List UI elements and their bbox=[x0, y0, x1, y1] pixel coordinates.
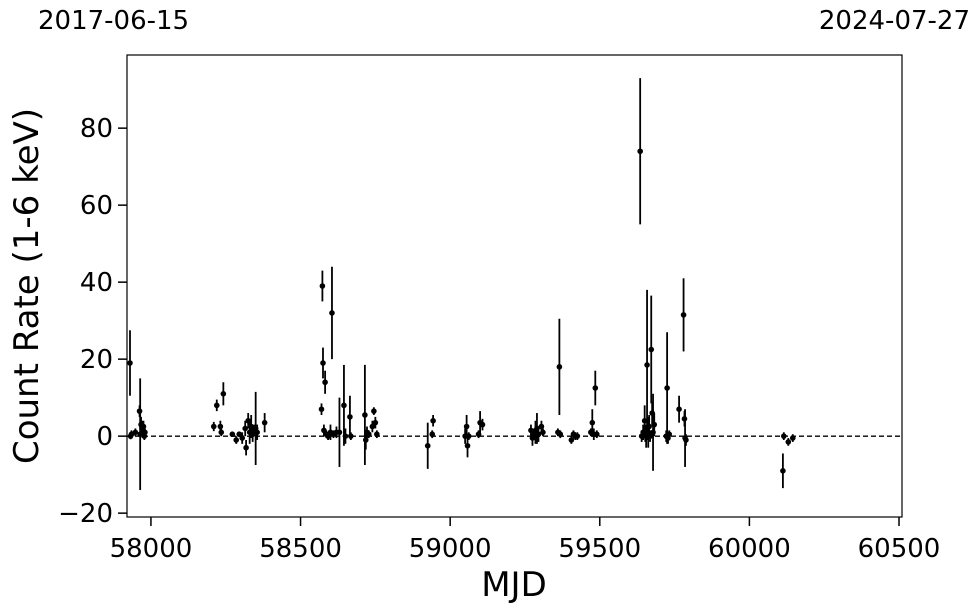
data-point bbox=[644, 362, 650, 368]
data-point bbox=[646, 423, 652, 430]
data-point bbox=[218, 429, 225, 436]
data-point bbox=[429, 431, 436, 438]
data-point bbox=[220, 391, 227, 397]
data-point bbox=[348, 433, 354, 439]
data-point bbox=[424, 442, 431, 449]
data-point bbox=[341, 402, 347, 409]
data-point bbox=[239, 435, 246, 441]
data-point bbox=[589, 419, 596, 426]
data-point bbox=[254, 429, 260, 436]
data-point bbox=[683, 437, 689, 443]
data-point bbox=[465, 433, 472, 439]
data-point bbox=[336, 429, 343, 436]
data-point bbox=[785, 439, 792, 445]
data-point bbox=[637, 148, 643, 155]
data-point bbox=[142, 429, 148, 436]
data-point bbox=[261, 419, 268, 426]
data-point bbox=[649, 410, 655, 416]
data-point bbox=[127, 360, 133, 366]
data-point bbox=[593, 431, 600, 438]
data-point bbox=[463, 423, 470, 430]
x-tick-label: 60500 bbox=[858, 534, 941, 564]
data-point bbox=[372, 419, 379, 426]
data-point bbox=[464, 442, 471, 449]
x-tick-label: 59500 bbox=[558, 534, 641, 564]
data-point bbox=[245, 417, 251, 424]
data-point bbox=[681, 416, 688, 422]
data-point bbox=[534, 425, 540, 432]
x-tick-label: 58500 bbox=[259, 534, 342, 564]
data-point bbox=[318, 406, 325, 413]
data-point bbox=[242, 425, 248, 432]
data-point bbox=[666, 431, 673, 438]
data-point bbox=[347, 414, 353, 420]
x-tick-label: 60000 bbox=[708, 534, 791, 564]
data-point bbox=[780, 468, 786, 474]
data-point bbox=[574, 433, 581, 439]
data-point bbox=[243, 444, 249, 451]
data-point bbox=[374, 431, 380, 438]
data-point bbox=[329, 310, 335, 316]
data-point bbox=[362, 437, 369, 443]
data-point bbox=[556, 364, 563, 370]
data-point bbox=[676, 406, 682, 413]
data-point bbox=[568, 437, 575, 443]
data-point bbox=[342, 433, 349, 439]
x-tick-label: 59000 bbox=[409, 534, 492, 564]
data-point bbox=[369, 423, 376, 430]
y-tick-label: 0 bbox=[96, 422, 113, 452]
data-point bbox=[236, 431, 243, 438]
axis-ticks: 58000 58500 59000 59500 60000 60500 −20 0 20 40 60… bbox=[58, 114, 940, 564]
x-axis-title: MJD bbox=[481, 565, 547, 605]
data-point bbox=[365, 431, 372, 438]
x-tick-label: 58000 bbox=[110, 534, 193, 564]
y-axis-title: Count Rate (1-6 keV) bbox=[7, 108, 47, 464]
data-point bbox=[140, 423, 147, 430]
y-tick-label: 20 bbox=[80, 345, 113, 375]
data-point bbox=[789, 435, 796, 441]
end-date-label: 2024-07-27 bbox=[818, 6, 970, 36]
data-point bbox=[210, 423, 217, 430]
data-point bbox=[217, 423, 224, 430]
data-point bbox=[648, 346, 655, 353]
plot-frame bbox=[126, 54, 903, 518]
data-points bbox=[127, 148, 796, 474]
data-point bbox=[132, 429, 139, 436]
data-point bbox=[475, 431, 482, 438]
data-point bbox=[213, 402, 220, 409]
y-tick-label: 80 bbox=[80, 114, 113, 144]
data-point bbox=[362, 412, 368, 418]
data-point bbox=[233, 437, 240, 443]
data-point bbox=[650, 429, 656, 436]
data-point bbox=[322, 379, 328, 386]
error-bars bbox=[129, 78, 794, 491]
data-point bbox=[430, 417, 436, 424]
y-tick-label: −20 bbox=[58, 499, 113, 529]
data-point bbox=[680, 312, 687, 318]
data-point bbox=[592, 385, 599, 391]
data-point bbox=[371, 408, 377, 414]
y-tick-label: 40 bbox=[80, 268, 113, 298]
data-point bbox=[479, 421, 486, 428]
data-point bbox=[320, 360, 326, 366]
y-tick-label: 60 bbox=[80, 191, 113, 221]
data-point bbox=[641, 417, 648, 424]
data-point bbox=[535, 431, 542, 438]
data-point bbox=[229, 431, 236, 438]
data-point bbox=[319, 283, 326, 289]
data-point bbox=[781, 433, 787, 439]
data-point bbox=[647, 433, 653, 439]
data-point bbox=[664, 385, 670, 391]
data-point bbox=[557, 431, 564, 438]
start-date-label: 2017-06-15 bbox=[38, 6, 190, 36]
data-point bbox=[528, 427, 534, 434]
data-point bbox=[136, 408, 143, 414]
data-point bbox=[538, 423, 545, 430]
data-point bbox=[248, 423, 254, 430]
data-point bbox=[540, 429, 546, 436]
data-point bbox=[651, 421, 658, 428]
